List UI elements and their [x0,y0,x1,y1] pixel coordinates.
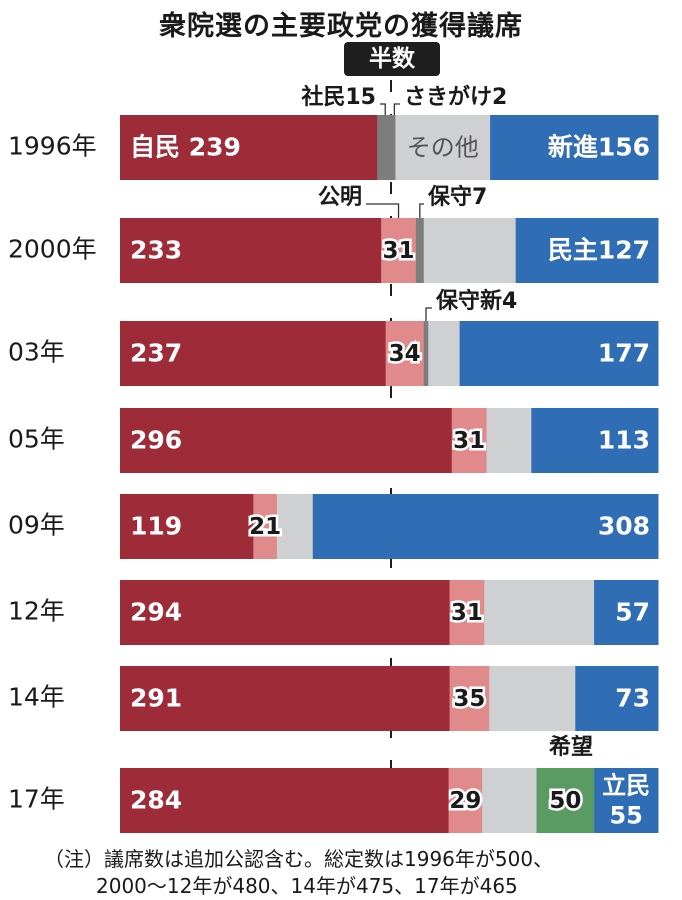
callout-1-保守: 保守7 [427,184,487,210]
bar-segment-6-公明 [449,666,490,731]
callout-0-さきがけ-leader [393,103,400,115]
year-label-1: 2000年 [8,235,97,264]
data-label-5-公明: 31 [451,600,483,626]
callout-0-社民: 社民15 [301,84,376,110]
data-label-5-民主: 57 [615,598,650,627]
bar-segment-7-希望 [536,768,595,833]
data-label-3-民主: 113 [598,426,650,455]
bar-segment-5-公明 [449,580,485,645]
data-label-7-立民-b: 55 [609,802,642,830]
bar-segment-2-民主 [459,321,659,386]
data-label-7-自民: 284 [130,786,182,815]
footnote-line-1: （注）議席数は追加公認含む。総定数は1996年が500、 [44,847,554,871]
bar-segment-7-立民 [594,768,659,833]
bar-segment-0-さきがけ [393,115,396,180]
bar-segment-2-公明 [385,321,425,386]
data-label-1-自民: 233 [130,236,182,265]
bar-segment-7-公明 [448,768,483,833]
data-label-0-その他: その他 [407,134,479,162]
year-label-4: 09年 [8,511,65,540]
bar-segment-0-新進 [490,115,659,180]
bar-segment-4-公明 [253,494,278,559]
bar-segment-3-自民 [120,408,453,473]
bar-segment-4-その他 [276,494,314,559]
callout-2-保守新-leader [425,307,432,321]
callout-1-保守-leader [419,203,424,218]
bar-segment-2-自民 [120,321,387,386]
bar-segment-1-その他 [423,218,517,283]
data-label-1-公明: 31 [383,238,415,264]
year-label-7: 17年 [8,785,65,814]
bar-segment-3-その他 [486,408,532,473]
data-label-6-民主: 73 [615,684,650,713]
callout-2-保守新: 保守新4 [435,288,517,314]
bar-segment-1-保守 [415,218,425,283]
data-label-4-自民: 119 [130,512,182,541]
footnote-line-2: 2000〜12年が480、14年が475、17年が465 [96,874,518,898]
data-label-0-新進: 新進156 [548,133,650,162]
data-label-2-自民: 237 [130,339,182,368]
data-label-7-公明: 29 [449,788,481,814]
bar-segment-0-その他 [395,115,491,180]
bar-segment-7-自民 [120,768,450,833]
bar-segment-0-社民 [377,115,394,180]
data-label-6-公明: 35 [453,686,485,712]
data-label-2-公明: 34 [389,341,421,367]
bar-segment-2-その他 [428,321,461,386]
bar-segment-3-民主 [531,408,659,473]
year-label-0: 1996年 [8,132,97,161]
data-label-5-自民: 294 [130,598,182,627]
bar-segment-5-その他 [484,580,595,645]
callout-0-さきがけ: さきがけ2 [404,84,507,110]
bar-segment-5-自民 [120,580,451,645]
data-label-1-民主: 民主127 [548,236,650,265]
bar-segment-3-公明 [451,408,488,473]
bar-segment-0-自民 [120,115,378,180]
year-label-2: 03年 [8,338,65,367]
callout-1-公明: 公明 [318,185,362,210]
bar-segment-6-その他 [489,666,576,731]
data-label-7-立民-a: 立民 [602,772,650,800]
bar-segment-1-自民 [120,218,382,283]
data-label-6-自民: 291 [130,684,182,713]
data-label-3-自民: 296 [130,426,182,455]
bar-segment-6-民主 [575,666,659,731]
callout-7-希望: 希望 [549,734,593,760]
bar-segment-1-公明 [381,218,417,283]
year-label-6: 14年 [8,683,65,712]
bar-segment-1-民主 [515,218,659,283]
data-label-7-希望: 50 [549,788,581,814]
year-label-3: 05年 [8,425,65,454]
footnote: （注）議席数は追加公認含む。総定数は1996年が500、 2000〜12年が48… [44,846,553,900]
bar-segment-5-民主 [594,580,659,645]
data-label-2-民主: 177 [598,339,650,368]
data-label-4-公明: 21 [249,514,281,540]
bar-segment-4-民主 [312,494,659,559]
data-label-3-公明: 31 [453,428,485,454]
data-label-0-自民: 自民 239 [130,133,241,162]
bar-segment-4-自民 [120,494,254,559]
bar-segment-2-保守新 [423,321,429,386]
half-marker-label: 半数 [344,42,440,76]
year-label-5: 12年 [8,597,65,626]
chart-title: 衆院選の主要政党の獲得議席 [159,11,523,42]
callout-1-公明-leader [366,203,400,218]
bar-segment-7-その他 [482,768,538,833]
data-label-4-民主: 308 [598,512,650,541]
bar-segment-6-自民 [120,666,451,731]
callout-0-社民-leader [380,103,386,115]
